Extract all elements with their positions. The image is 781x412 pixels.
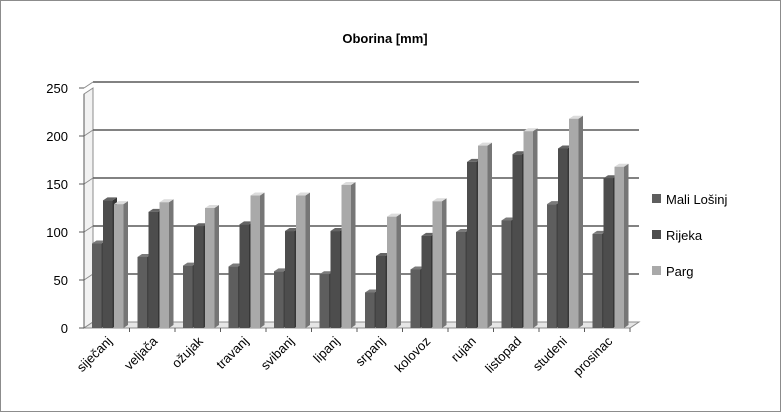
legend-label: Mali Lošinj	[666, 192, 728, 207]
bar	[159, 199, 174, 328]
y-axis: 0 50 100 150 200 250	[46, 81, 85, 336]
chart-title: Oborina [mm]	[342, 31, 427, 46]
bar	[387, 213, 401, 328]
legend-swatch	[652, 266, 661, 275]
legend-label: Parg	[666, 264, 693, 279]
bar	[432, 198, 447, 328]
y-tick-label: 100	[46, 225, 68, 240]
bar	[569, 115, 583, 328]
bars	[92, 115, 631, 332]
y-tick-label: 150	[46, 177, 68, 192]
bar	[523, 128, 538, 328]
bar	[341, 181, 356, 328]
y-tick-label: 50	[54, 273, 68, 288]
legend-item: Parg	[652, 264, 693, 279]
legend-item: Mali Lošinj	[652, 192, 728, 207]
legend-swatch	[652, 230, 661, 239]
gridline-side	[83, 129, 94, 137]
legend-item: Rijeka	[652, 228, 703, 243]
legend-label: Rijeka	[666, 228, 703, 243]
legend-swatch	[652, 194, 661, 203]
bar	[296, 192, 310, 328]
legend: Mali Lošinj Rijeka Parg	[652, 192, 728, 279]
gridline-side	[83, 225, 94, 233]
side-wall	[83, 87, 94, 329]
y-tick-label: 200	[46, 129, 68, 144]
bar	[250, 192, 265, 328]
bar	[614, 163, 629, 328]
y-tick-label: 0	[61, 321, 68, 336]
gridline-side	[83, 273, 94, 281]
bar	[478, 142, 492, 328]
bar	[114, 201, 128, 328]
y-tick-label: 250	[46, 81, 68, 96]
gridline-side	[83, 81, 94, 89]
bar	[205, 205, 219, 328]
gridline-side	[83, 177, 94, 185]
